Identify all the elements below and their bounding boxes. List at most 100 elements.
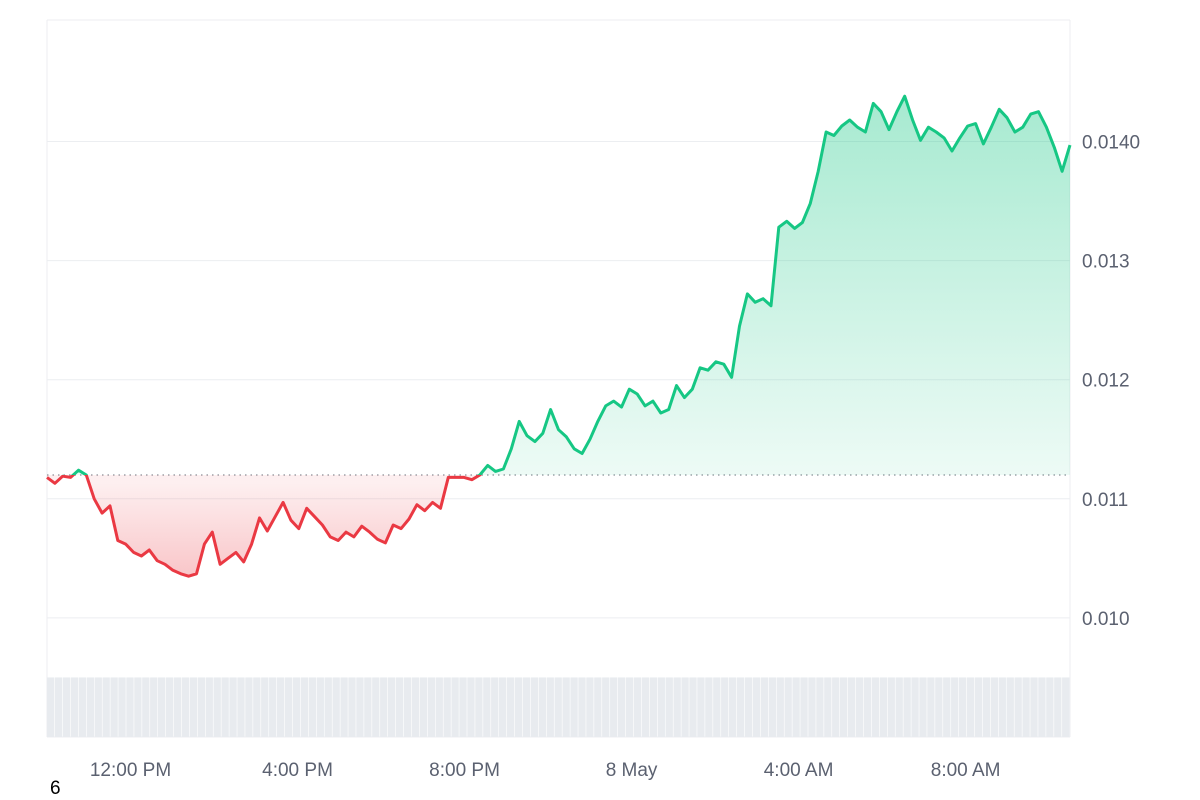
x-tick-label: 4:00 PM bbox=[262, 760, 333, 781]
volume-bar bbox=[324, 677, 332, 737]
volume-bar bbox=[816, 677, 824, 737]
volume-bar bbox=[958, 677, 967, 737]
volume-bar bbox=[173, 677, 182, 737]
volume-bar bbox=[189, 677, 198, 737]
y-tick-label: 0.011 bbox=[1082, 490, 1128, 511]
volume-bar bbox=[1054, 677, 1062, 737]
volume-bar bbox=[840, 677, 848, 737]
volume-bar bbox=[54, 677, 63, 737]
volume-bar bbox=[982, 677, 991, 737]
volume-bar bbox=[689, 677, 697, 737]
volume-bar bbox=[538, 677, 547, 737]
volume-bar bbox=[641, 677, 650, 737]
volume-bar bbox=[824, 677, 832, 737]
volume-bar bbox=[308, 677, 317, 737]
volume-bar bbox=[832, 677, 840, 737]
volume-bar bbox=[316, 677, 324, 737]
volume-bar bbox=[713, 677, 721, 737]
volume-bar bbox=[736, 677, 745, 737]
volume-bar bbox=[419, 677, 428, 737]
volume-bar bbox=[237, 677, 245, 737]
price-line-up bbox=[61, 94, 1072, 475]
volume-bar bbox=[871, 677, 880, 737]
volume-bar bbox=[752, 677, 761, 737]
volume-bar bbox=[760, 677, 769, 737]
volume-bar bbox=[78, 677, 87, 737]
volume-bar bbox=[435, 677, 443, 737]
volume-bar bbox=[808, 677, 816, 737]
x-tick-label: 8 May bbox=[606, 760, 658, 781]
volume-bar bbox=[395, 677, 404, 737]
volume-bar bbox=[276, 677, 285, 737]
volume-bar bbox=[800, 677, 808, 737]
volume-bar bbox=[943, 677, 951, 737]
volume-bar bbox=[451, 677, 459, 737]
volume-bar bbox=[863, 677, 872, 737]
x-tick-label: 12:00 PM bbox=[90, 760, 171, 781]
volume-bar bbox=[522, 677, 531, 737]
volume-bar bbox=[1030, 677, 1038, 737]
volume-bar bbox=[506, 677, 515, 737]
volume-bar bbox=[697, 677, 705, 737]
volume-bar bbox=[118, 677, 126, 737]
volume-bar bbox=[165, 677, 174, 737]
volume-bar bbox=[1046, 677, 1054, 737]
volume-bar bbox=[903, 677, 911, 737]
x-tick-label: 8:00 AM bbox=[931, 760, 1001, 781]
volume-bar bbox=[403, 677, 412, 737]
volume-bar bbox=[253, 677, 261, 737]
volume-bar bbox=[721, 677, 729, 737]
volume-bar bbox=[269, 677, 277, 737]
volume-bar bbox=[919, 677, 927, 737]
volume-bar bbox=[221, 677, 229, 737]
volume-bar bbox=[427, 677, 435, 737]
volume-bar bbox=[356, 677, 364, 737]
volume-bar bbox=[142, 677, 150, 737]
volume-bar bbox=[86, 677, 94, 737]
volume-bar bbox=[300, 677, 309, 737]
price-line-down bbox=[46, 474, 482, 578]
volume-bar bbox=[974, 677, 983, 737]
y-tick-label: 0.010 bbox=[1082, 609, 1130, 630]
volume-bar bbox=[855, 677, 864, 737]
volume-bar bbox=[681, 677, 689, 737]
volume-bar bbox=[744, 677, 753, 737]
volume-bar bbox=[459, 677, 467, 737]
volume-bar bbox=[205, 677, 213, 737]
volume-bar bbox=[562, 677, 570, 737]
volume-bar bbox=[998, 677, 1006, 737]
volume-bar bbox=[110, 677, 118, 737]
volume-bar bbox=[229, 677, 237, 737]
volume-bar bbox=[467, 677, 475, 737]
volume-bar bbox=[927, 677, 935, 737]
corner-label: 6 bbox=[50, 778, 61, 799]
volume-bar bbox=[94, 677, 102, 737]
volume-bar bbox=[158, 677, 166, 737]
volume-bar bbox=[443, 677, 451, 737]
volume-bar bbox=[879, 677, 888, 737]
volume-bar bbox=[245, 677, 253, 737]
volume-bar bbox=[657, 677, 665, 737]
volume-bar bbox=[784, 677, 792, 737]
volume-bar bbox=[47, 677, 55, 737]
volume-bar bbox=[1006, 677, 1014, 737]
volume-bar bbox=[610, 677, 618, 737]
volume-bar bbox=[364, 677, 372, 737]
volume-bar bbox=[633, 677, 642, 737]
volume-bar bbox=[911, 677, 919, 737]
volume-bar bbox=[70, 677, 79, 737]
volume-bar bbox=[388, 677, 396, 737]
volume-bar bbox=[1014, 677, 1022, 737]
y-axis-ticks: 0.010 0.011 0.012 0.013 0.0140 bbox=[1082, 132, 1140, 629]
volume-bar bbox=[578, 677, 586, 737]
volume-bar bbox=[625, 677, 634, 737]
volume-bar bbox=[102, 677, 110, 737]
x-tick-label: 4:00 AM bbox=[764, 760, 834, 781]
volume-bar bbox=[261, 677, 269, 737]
volume-bar bbox=[1062, 677, 1070, 737]
volume-bar bbox=[62, 677, 71, 737]
volume-bar bbox=[895, 677, 903, 737]
volume-bar bbox=[284, 677, 293, 737]
volume-bar bbox=[935, 677, 943, 737]
y-tick-label: 0.0140 bbox=[1082, 132, 1140, 153]
